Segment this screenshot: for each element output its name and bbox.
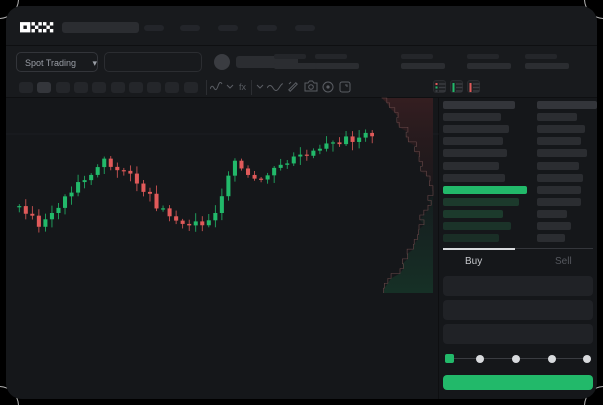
svg-text:fx: fx [239, 82, 247, 92]
